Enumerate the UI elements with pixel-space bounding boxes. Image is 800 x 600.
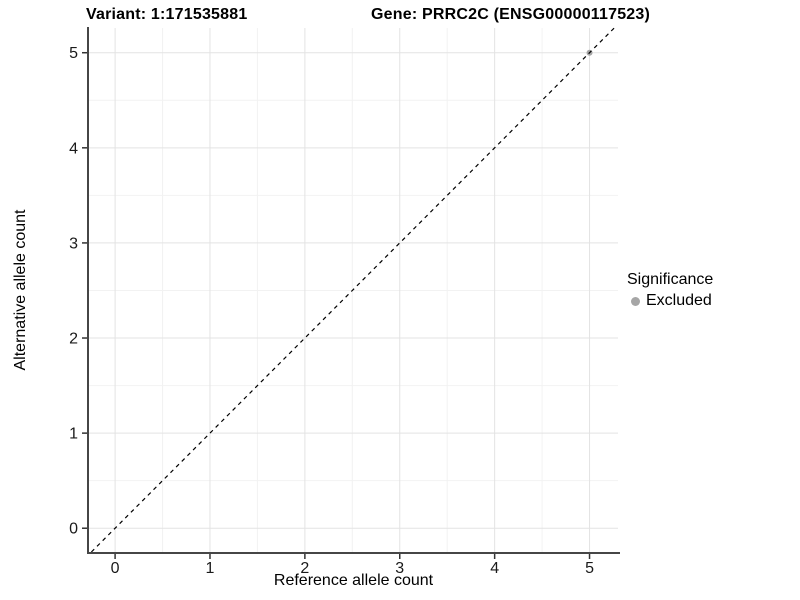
identity-dashed-line (90, 27, 615, 553)
x-tick-label: 5 (585, 560, 594, 577)
y-tick-label: 5 (69, 45, 78, 62)
y-axis-title: Alternative allele count (12, 209, 29, 371)
y-tick-label: 1 (69, 426, 78, 443)
x-tick-label: 4 (490, 560, 499, 577)
y-tick-label: 2 (69, 331, 78, 348)
legend: Significance Excluded (627, 271, 713, 310)
x-tick-label: 1 (206, 560, 215, 577)
x-axis-title: Reference allele count (273, 572, 434, 589)
plot-title-variant: Variant: 1:171535881 (86, 6, 248, 23)
y-tick-label: 0 (69, 521, 78, 538)
plot-title-gene: Gene: PRRC2C (ENSG00000117523) (371, 6, 651, 23)
x-tick-label: 0 (111, 560, 120, 577)
y-tick-label: 3 (69, 235, 78, 252)
legend-item-label: Excluded (646, 292, 712, 309)
legend-marker-dot (631, 296, 640, 306)
x-tick-label: 3 (395, 560, 404, 577)
legend-title: Significance (627, 271, 714, 288)
legend-item-excluded: Excluded (627, 292, 713, 310)
x-tick-label: 2 (300, 560, 309, 577)
y-tick-label: 4 (69, 140, 78, 157)
